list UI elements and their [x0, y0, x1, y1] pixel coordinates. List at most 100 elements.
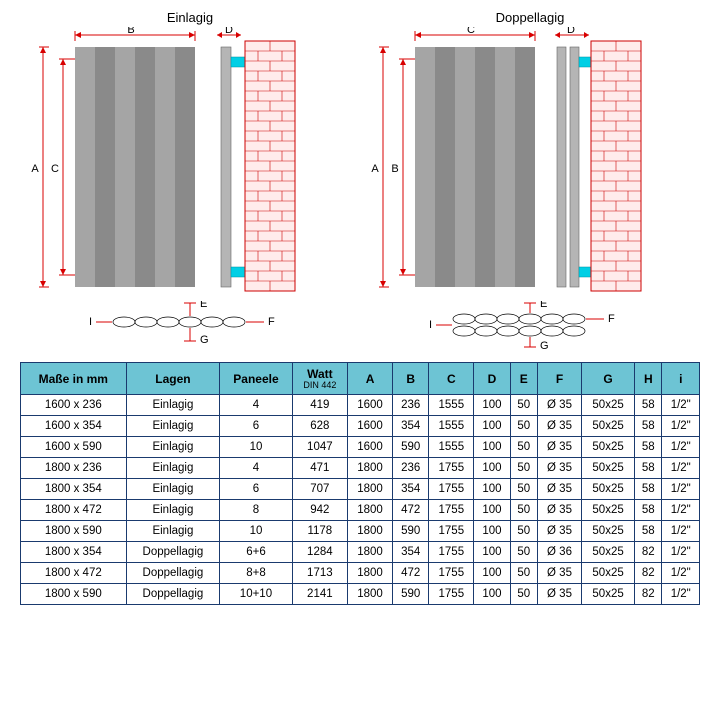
radiator-side-left: [221, 47, 231, 287]
table-row: 1600 x 354Einlagig66281600354155510050Ø …: [21, 416, 700, 437]
radiator-panels-left: [75, 47, 195, 287]
table-row: 1800 x 590Einlagig1011781800590175510050…: [21, 521, 700, 542]
table-cell: 1/2": [662, 563, 700, 584]
table-row: 1800 x 236Einlagig44711800236175510050Ø …: [21, 458, 700, 479]
table-cell: Ø 35: [537, 584, 581, 605]
bracket-icon: [231, 57, 245, 67]
table-cell: 100: [474, 395, 510, 416]
table-cell: 1800 x 354: [21, 542, 127, 563]
table-header-cell: H: [635, 363, 662, 395]
table-cell: 1800: [348, 500, 393, 521]
table-row: 1600 x 590Einlagig1010471600590155510050…: [21, 437, 700, 458]
table-cell: Einlagig: [126, 458, 220, 479]
dim-F: F: [268, 316, 275, 328]
table-cell: 58: [635, 521, 662, 542]
table-cell: 82: [635, 542, 662, 563]
dim-E-r: E: [540, 301, 547, 310]
table-cell: 1800: [348, 584, 393, 605]
table-cell: 1555: [429, 395, 474, 416]
table-cell: 100: [474, 542, 510, 563]
table-cell: 6: [220, 479, 292, 500]
dim-A: A: [31, 163, 39, 175]
table-cell: 1800: [348, 521, 393, 542]
table-cell: 1/2": [662, 521, 700, 542]
table-row: 1800 x 354Einlagig67071800354175510050Ø …: [21, 479, 700, 500]
table-cell: 58: [635, 437, 662, 458]
side-view-right: D: [551, 27, 671, 297]
table-cell: 1755: [429, 458, 474, 479]
table-cell: Einlagig: [126, 479, 220, 500]
table-cell: 1555: [429, 437, 474, 458]
dim-D: D: [225, 27, 233, 36]
table-cell: Doppellagig: [126, 542, 220, 563]
table-row: 1800 x 354Doppellagig6+61284180035417551…: [21, 542, 700, 563]
table-cell: 236: [393, 395, 429, 416]
table-cell: 50: [510, 521, 537, 542]
dim-H-r: H: [430, 319, 432, 331]
table-cell: 1/2": [662, 500, 700, 521]
dim-F-r: F: [608, 313, 615, 325]
table-cell: 82: [635, 584, 662, 605]
table-cell: 58: [635, 479, 662, 500]
table-cell: 354: [393, 542, 429, 563]
table-cell: Ø 35: [537, 521, 581, 542]
table-cell: 50: [510, 500, 537, 521]
table-cell: 100: [474, 437, 510, 458]
table-cell: 1600 x 354: [21, 416, 127, 437]
table-cell: 100: [474, 563, 510, 584]
table-cell: 1178: [292, 521, 347, 542]
table-cell: 50x25: [582, 521, 635, 542]
ellipses-double: [453, 314, 585, 336]
table-cell: 50x25: [582, 563, 635, 584]
table-cell: 100: [474, 521, 510, 542]
dim-C-top: C: [467, 27, 475, 36]
table-cell: Doppellagig: [126, 563, 220, 584]
table-header-cell: Lagen: [126, 363, 220, 395]
table-cell: 100: [474, 458, 510, 479]
table-cell: 50x25: [582, 437, 635, 458]
table-header-cell: F: [537, 363, 581, 395]
table-row: 1800 x 590Doppellagig10+1021411800590175…: [21, 584, 700, 605]
wall-right: [591, 41, 641, 291]
dim-A-r: A: [371, 163, 379, 175]
table-cell: 10+10: [220, 584, 292, 605]
table-cell: 58: [635, 395, 662, 416]
diagram-section: Einlagig B: [0, 0, 720, 352]
dim-B: B: [127, 27, 134, 36]
table-cell: 50: [510, 395, 537, 416]
table-cell: 100: [474, 584, 510, 605]
table-header-cell: Paneele: [220, 363, 292, 395]
dim-B-r: B: [391, 163, 398, 175]
spec-table: Maße in mmLagenPaneeleWattDIN 442ABCDEFG…: [20, 362, 700, 605]
table-cell: 8+8: [220, 563, 292, 584]
table-cell: Ø 35: [537, 500, 581, 521]
table-cell: 50x25: [582, 500, 635, 521]
table-cell: 419: [292, 395, 347, 416]
table-cell: 1755: [429, 479, 474, 500]
table-cell: 1800 x 472: [21, 500, 127, 521]
dim-H: H: [90, 316, 92, 328]
table-cell: Ø 35: [537, 395, 581, 416]
table-cell: 1713: [292, 563, 347, 584]
table-cell: Ø 35: [537, 416, 581, 437]
table-cell: 1/2": [662, 584, 700, 605]
table-row: 1800 x 472Doppellagig8+81713180047217551…: [21, 563, 700, 584]
table-cell: 50x25: [582, 542, 635, 563]
ellipses-row: [113, 317, 245, 327]
table-cell: 58: [635, 500, 662, 521]
table-cell: Doppellagig: [126, 584, 220, 605]
table-cell: 4: [220, 458, 292, 479]
table-header-cell: B: [393, 363, 429, 395]
table-cell: 628: [292, 416, 347, 437]
table-cell: 707: [292, 479, 347, 500]
table-cell: 1/2": [662, 458, 700, 479]
table-cell: 50x25: [582, 458, 635, 479]
table-cell: 1755: [429, 563, 474, 584]
table-cell: 100: [474, 500, 510, 521]
table-cell: 2141: [292, 584, 347, 605]
front-view-left: B: [25, 27, 205, 297]
table-cell: 1/2": [662, 416, 700, 437]
table-cell: 1600 x 590: [21, 437, 127, 458]
table-cell: 8: [220, 500, 292, 521]
radiator-panels-right: [415, 47, 535, 287]
